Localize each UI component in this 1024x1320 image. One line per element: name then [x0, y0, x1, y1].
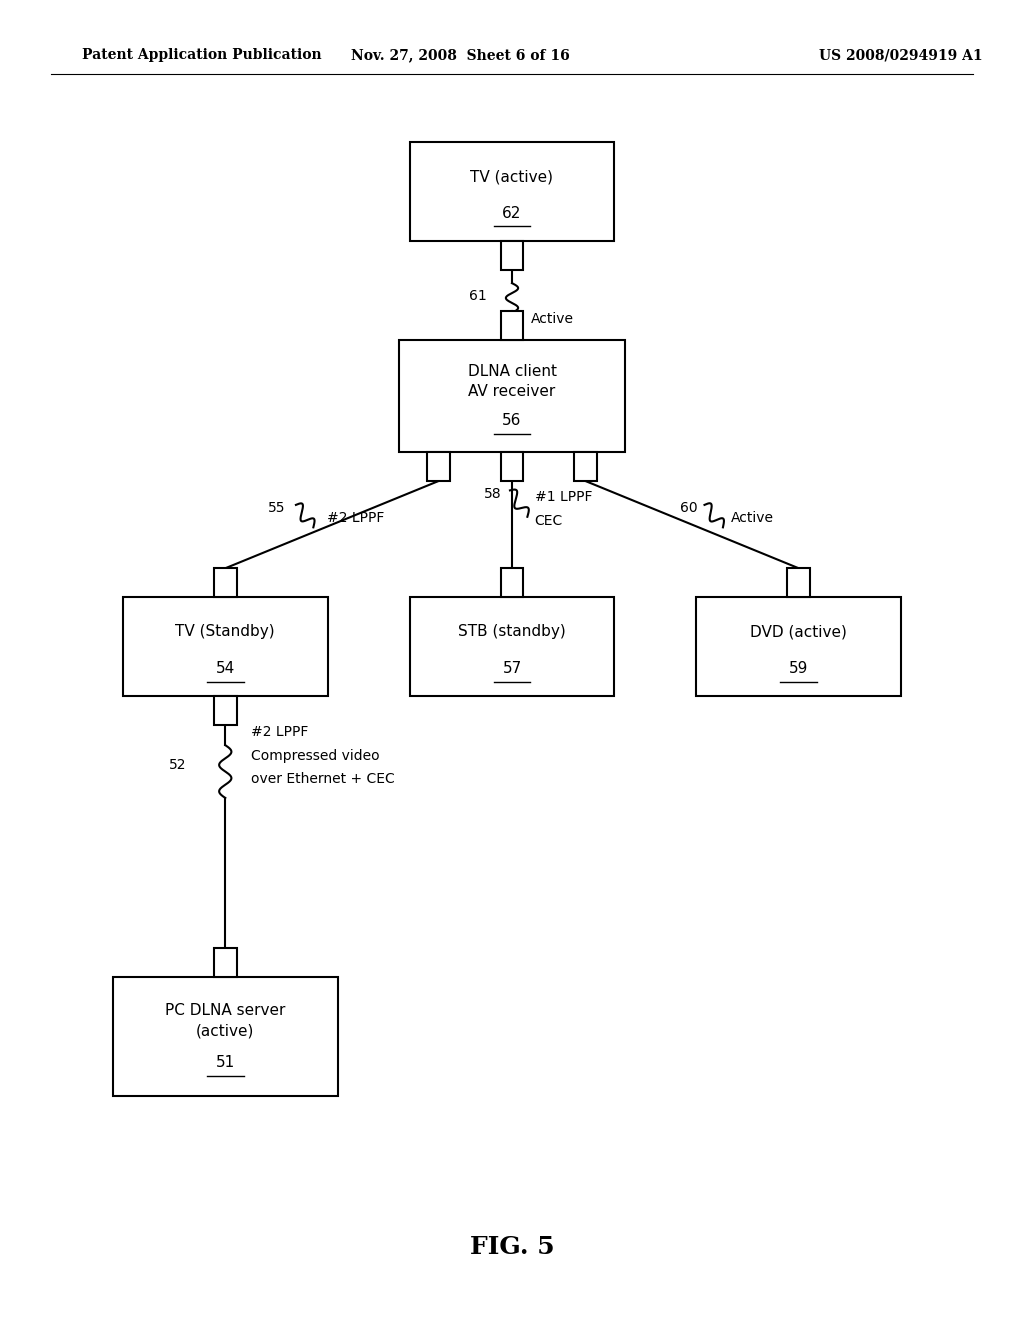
Text: (active): (active) — [196, 1024, 255, 1039]
Text: 55: 55 — [268, 500, 286, 515]
Text: US 2008/0294919 A1: US 2008/0294919 A1 — [819, 49, 983, 62]
Bar — [574, 451, 597, 482]
Text: 54: 54 — [216, 661, 234, 676]
Text: 51: 51 — [216, 1055, 234, 1069]
Text: over Ethernet + CEC: over Ethernet + CEC — [251, 772, 394, 787]
Bar — [214, 948, 237, 977]
Bar — [410, 597, 614, 697]
Text: 57: 57 — [503, 661, 521, 676]
Text: DLNA client: DLNA client — [468, 364, 556, 379]
Text: #2 LPPF: #2 LPPF — [327, 511, 384, 525]
Bar — [214, 697, 237, 726]
Text: AV receiver: AV receiver — [468, 384, 556, 399]
Bar — [787, 568, 810, 597]
Text: TV (Standby): TV (Standby) — [175, 624, 275, 639]
Bar — [501, 312, 523, 341]
Text: 56: 56 — [503, 413, 521, 428]
Text: 62: 62 — [503, 206, 521, 220]
Bar — [123, 597, 328, 697]
Bar — [427, 451, 450, 482]
Text: 59: 59 — [790, 661, 808, 676]
Bar — [410, 143, 614, 242]
Text: Active: Active — [731, 511, 774, 525]
Bar — [399, 341, 625, 451]
Text: TV (active): TV (active) — [470, 169, 554, 183]
Text: 60: 60 — [680, 500, 697, 515]
Bar — [501, 451, 523, 482]
Text: DVD (active): DVD (active) — [751, 624, 847, 639]
Text: PC DLNA server: PC DLNA server — [165, 1003, 286, 1018]
Text: 61: 61 — [469, 289, 486, 304]
Text: Compressed video: Compressed video — [251, 748, 380, 763]
Text: #1 LPPF: #1 LPPF — [535, 490, 592, 504]
Bar — [214, 568, 237, 597]
Bar — [501, 568, 523, 597]
Text: 58: 58 — [484, 487, 502, 502]
Text: Nov. 27, 2008  Sheet 6 of 16: Nov. 27, 2008 Sheet 6 of 16 — [351, 49, 570, 62]
Text: 52: 52 — [169, 758, 186, 772]
Text: #2 LPPF: #2 LPPF — [251, 725, 308, 739]
Text: Active: Active — [530, 312, 573, 326]
Text: Patent Application Publication: Patent Application Publication — [82, 49, 322, 62]
Text: FIG. 5: FIG. 5 — [470, 1236, 554, 1259]
Bar — [113, 977, 338, 1096]
Bar — [501, 242, 523, 271]
Text: STB (standby): STB (standby) — [458, 624, 566, 639]
Bar — [696, 597, 901, 697]
Text: CEC: CEC — [535, 513, 563, 528]
